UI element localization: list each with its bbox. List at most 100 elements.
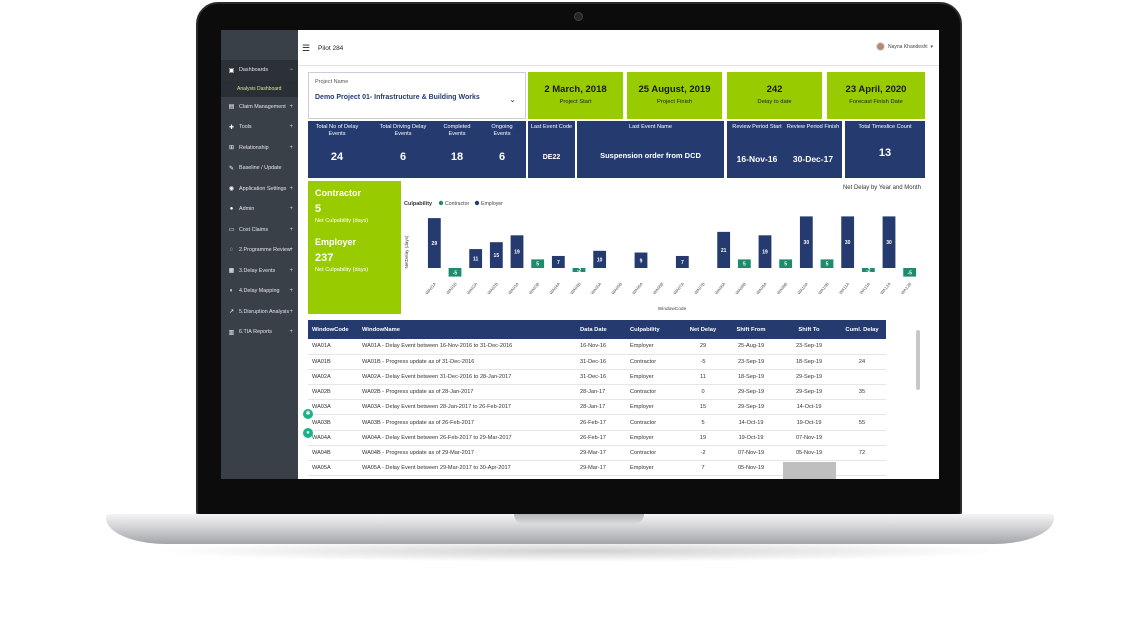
column-header[interactable]: WindowCode [308,320,358,339]
table-cell: 14-Oct-19 [780,399,838,416]
stat-label: Last Event Code [530,124,573,130]
chart-svg: Net Delay by Year and Month Culpability Co… [404,185,921,312]
expand-icon: + [289,329,293,336]
sidebar-item-6[interactable]: ◉ Application Settings + [221,179,298,200]
sidebar-item-3[interactable]: ✚ Tools + [221,117,298,138]
sidebar-item-11[interactable]: ◐ 4.Delay Mapping + [221,281,298,302]
table-cell: WA03B [308,414,358,431]
data-label-WA04A: 7 [557,260,560,266]
last-event-code: Last Event Code DE22 [528,121,575,178]
data-label-WA03A: 19 [514,250,520,256]
table-row[interactable]: WA03B WA03B - Progress update as of 26-Fe… [308,414,886,431]
table-cell: 05-Nov-19 [722,460,780,477]
timeslice-count: Total Timeslice Count 13 [845,121,925,178]
table-row[interactable]: WA01A WA01A - Delay Event between 16-Nov-… [308,339,886,355]
camera-icon [574,12,583,21]
table-body: WA01A WA01A - Delay Event between 16-Nov-… [308,339,886,477]
sidebar-item-label: Admin [239,206,255,213]
dashboard-icon: ▣ [228,67,235,74]
sidebar-item-0[interactable]: ▣ Dashboards − [221,60,298,81]
table-cell: WA03A [308,399,358,416]
table-header: WindowCode WindowName Data Date Culpability… [308,320,886,339]
report-icon: ▥ [228,329,235,336]
bar-WA03B [531,259,545,268]
data-label-WA02A: 11 [473,257,479,263]
data-label-WA09A: 19 [762,250,768,256]
user-menu[interactable]: Nayna Khandeshi ▾ [876,42,933,51]
column-header[interactable]: Net Delay [684,320,722,339]
data-label-WA02B: 15 [494,253,500,259]
table-cell [838,399,886,416]
expand-icon: + [289,267,293,274]
sidebar-item-label: Cost Claims [239,226,269,233]
table-cell: WA03B - Progress update as of 26-Feb-201… [358,414,576,431]
tick-label: WA07B [693,281,706,295]
column-header[interactable]: Culpability [626,320,684,339]
expand-icon: + [289,124,293,131]
employer-sub: Net Culpability (days) [315,267,369,273]
column-header[interactable]: Shift To [780,320,838,339]
data-label-WA08B: 5 [743,262,746,268]
table-cell: 28-Jan-17 [576,399,626,416]
column-header[interactable]: Shift From [722,320,780,339]
stat-value: 6 [399,151,407,163]
column-header[interactable]: WindowName [358,320,576,339]
sidebar-item-9[interactable]: ◌ 2.Programme Review + [221,240,298,261]
table-cell: Employer [626,339,684,355]
table-row[interactable]: WA04B WA04B - Progress update as of 29-Ma… [308,445,886,462]
scrollbar[interactable] [916,330,920,390]
sidebar-item-4[interactable]: ⊞ Relationship + [221,138,298,159]
table-row[interactable]: WA05A WA05A - Delay Event between 29-Mar-… [308,460,886,477]
column-header[interactable]: Cuml. Delay [838,320,886,339]
stat-value: 13 [878,147,892,159]
bar-WA01B [448,268,462,277]
tick-label: WA09A [755,281,768,295]
sidebar-item-13[interactable]: ▥ 6.TIA Reports + [221,322,298,343]
project-selector[interactable]: Project Name Demo Project 01- Infrastruc… [308,72,526,119]
table-cell: 72 [838,445,886,462]
lock-fab-icon[interactable]: ● [303,428,313,438]
tick-label: WA03A [507,281,520,295]
sidebar-item-10[interactable]: ▦ 3.Delay Events + [221,261,298,282]
settings-fab-icon[interactable]: ✱ [303,409,313,419]
table-cell: WA04B - Progress update as of 29-Mar-201… [358,445,576,462]
table-row[interactable]: WA02B WA02B - Progress update as of 28-Ja… [308,384,886,401]
sidebar-item-5[interactable]: ✎ Baseline / Update [221,158,298,179]
table-cell: 0 [684,384,722,401]
relationship-icon: ⊞ [228,145,235,152]
column-header[interactable]: Data Date [576,320,626,339]
tick-label: WA11A [838,281,851,295]
net-delay-chart: Net Delay by Year and Month Culpability Co… [402,180,925,314]
table-cell: 26-Feb-17 [576,430,626,446]
project-value: Demo Project 01- Infrastructure & Buildi… [315,94,480,101]
tick-label: WA12B [900,281,913,295]
menu-icon[interactable]: ☰ [302,43,311,53]
sidebar-item-1[interactable]: Analysis Dashboard [221,80,298,97]
table-row[interactable]: WA02A WA02A - Delay Event between 31-Dec-… [308,369,886,386]
bar-WA09A [758,235,772,268]
bar-WA11B [861,268,875,272]
table-row[interactable]: WA04A WA04A - Delay Event between 26-Feb-… [308,430,886,446]
sidebar-item-12[interactable]: ↗ 5.Disruption Analysis + [221,302,298,323]
employer-label: Employer [315,237,357,247]
expand-icon: + [289,144,293,151]
sidebar-item-2[interactable]: ▤ Claim Management + [221,97,298,118]
legend-employer: Employer [481,201,503,207]
sidebar-item-8[interactable]: ▭ Cost Claims + [221,220,298,241]
table-cell: 29-Sep-19 [780,369,838,386]
page-title: Pilot 284 [318,45,344,52]
table-cell: -2 [684,445,722,462]
x-axis-label: WindowCode [658,306,687,312]
sidebar-item-7[interactable]: ● Admin + [221,199,298,220]
table-cell: WA04A [308,430,358,446]
table-row[interactable]: WA01B WA01B - Progress update as of 31-De… [308,354,886,370]
kpi-value: 242 [766,84,783,95]
employer-value: 237 [315,252,334,264]
table-row[interactable]: WA03A WA03A - Delay Event between 28-Jan-… [308,399,886,416]
sidebar-item-label: 2.Programme Review [239,247,291,254]
table-cell: Employer [626,460,684,477]
tick-label: WA08A [714,281,727,295]
sidebar-item-label: 4.Delay Mapping [239,288,280,295]
table-cell: 15 [684,399,722,416]
expand-icon: + [289,288,293,295]
